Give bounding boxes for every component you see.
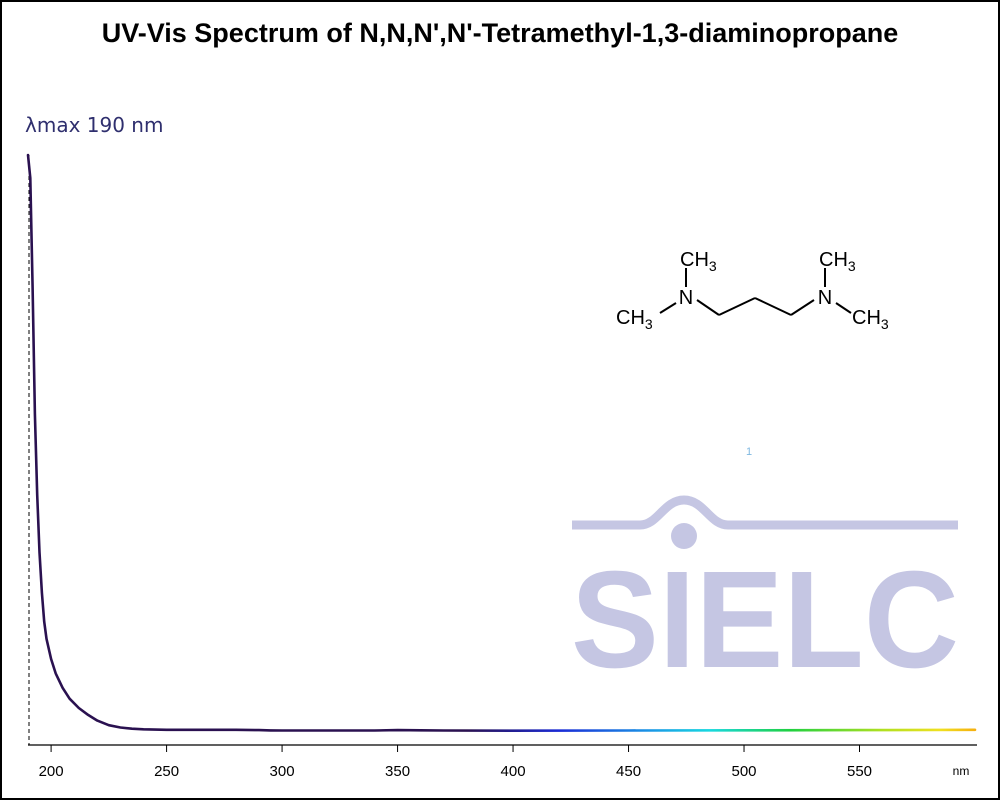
bond-n1-ch3-left	[659, 302, 677, 314]
sielc-watermark: SIELC	[571, 495, 959, 697]
methyl-n1-left: CH3	[616, 307, 653, 332]
bond-c2-c3	[754, 297, 792, 316]
bond-n1-c1	[696, 299, 720, 316]
methyl-n1-top: CH3	[680, 249, 717, 274]
x-tick-label: 500	[732, 763, 757, 780]
x-tick-label: 300	[270, 763, 295, 780]
molecule-labels: N N CH3 CH3 CH3 CH3	[616, 249, 889, 332]
x-tick-label: 450	[616, 763, 641, 780]
x-tick-label: 350	[385, 763, 410, 780]
chart-title: UV-Vis Spectrum of N,N,N',N'-Tetramethyl…	[101, 18, 899, 48]
watermark-i-dot	[671, 523, 697, 549]
x-tick-label: 200	[39, 763, 64, 780]
atom-n1: N	[679, 287, 693, 309]
watermark-text: SIELC	[571, 543, 959, 697]
x-tick-label: 550	[847, 763, 872, 780]
methyl-n2-right: CH3	[852, 307, 889, 332]
x-tick-label: 250	[154, 763, 179, 780]
bond-c3-n2	[790, 299, 815, 316]
methyl-n2-top: CH3	[819, 249, 856, 274]
watermark-swoosh	[572, 495, 958, 530]
spectrum-series-line	[26, 153, 977, 732]
bond-n2-ch3-right	[835, 302, 852, 314]
x-axis-unit: nm	[953, 764, 970, 778]
molecule-structure	[659, 268, 852, 316]
lambda-max-annotation: λmax 190 nm	[25, 113, 164, 137]
footnote-mark: 1	[746, 446, 752, 458]
bond-c1-c2	[718, 297, 756, 316]
x-axis-ticks: 200 250 300 350 400 450 500 550	[39, 745, 872, 780]
atom-n2: N	[818, 287, 832, 309]
x-tick-label: 400	[501, 763, 526, 780]
